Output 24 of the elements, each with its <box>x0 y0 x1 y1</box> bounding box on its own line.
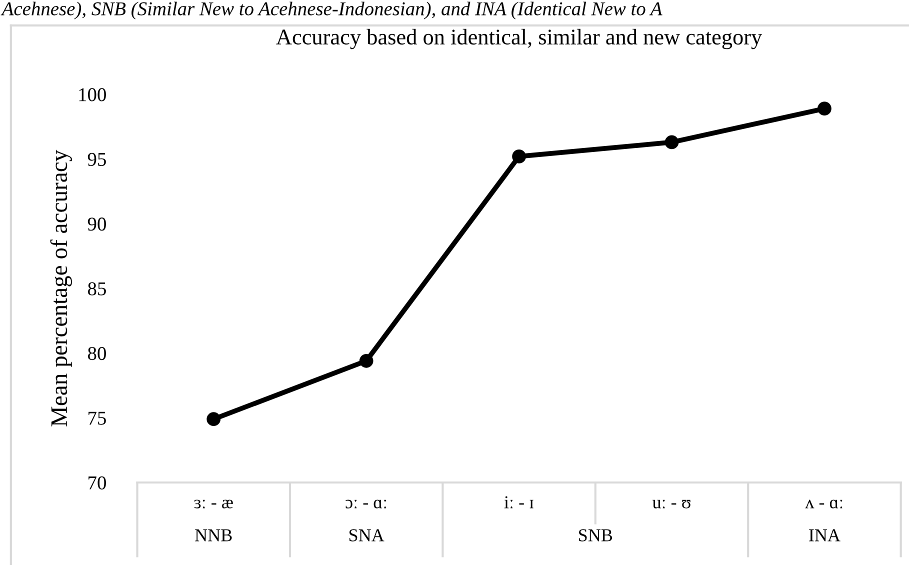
y-axis-title: Mean percentage of accuracy <box>50 150 72 426</box>
chart-title: Accuracy based on identical, similar and new category <box>276 28 762 50</box>
y-tick-label: 80 <box>88 346 106 360</box>
point <box>512 150 526 164</box>
text: INA <box>809 529 840 542</box>
y-tick-label: 95 <box>88 152 106 166</box>
x-tick-label: ɜː - æ <box>194 500 233 508</box>
text: SNA <box>349 529 384 542</box>
y-tick-label: 90 <box>88 218 106 231</box>
point <box>664 135 679 150</box>
point <box>206 412 221 426</box>
x-tick-label: ɔː - ɑː <box>346 500 386 508</box>
text: NNB <box>195 529 232 542</box>
x-tick-label: iː - ɪ <box>504 496 534 508</box>
y-tick-label: 85 <box>88 282 106 296</box>
point <box>359 354 374 368</box>
text: SNB <box>579 529 612 542</box>
y-tick-label: 70 <box>88 476 106 490</box>
x-tick-label: uː - ʊ <box>652 500 690 508</box>
y-tick-label: 75 <box>88 412 106 425</box>
point <box>818 102 832 116</box>
y-tick-label: 100 <box>79 88 106 102</box>
x-tick-label: ʌ - ɑː <box>805 500 842 508</box>
text: Acehnese), SNB (Similar New to Acehnese-Indonesian), and INA (Identical New to A <box>0 2 662 20</box>
